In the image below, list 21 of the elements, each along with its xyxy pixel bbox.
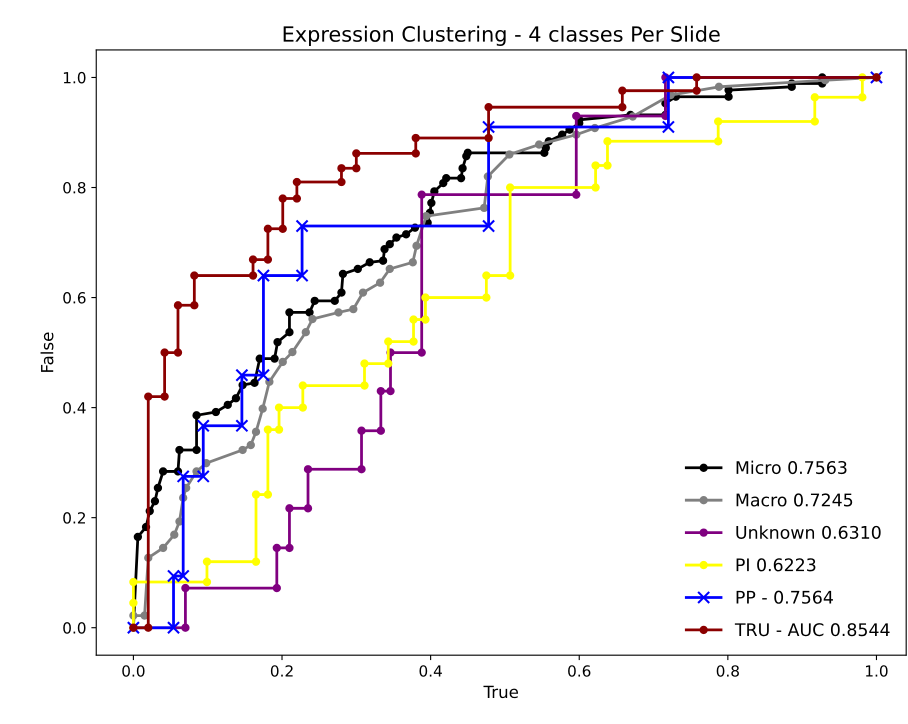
legend-label: PI 0.6223 (736, 558, 816, 572)
y-axis-title: False (40, 332, 54, 372)
x-tick-label: 0.4 (419, 665, 442, 677)
legend-label: PP - 0.7564 (736, 590, 833, 604)
x-tick-label: 0.2 (270, 665, 293, 677)
legend-label: TRU - AUC 0.8544 (734, 623, 890, 636)
legend-label: Macro 0.7245 (736, 493, 852, 507)
x-tick-label: 0.0 (122, 665, 145, 677)
chart-title: Expression Clustering - 4 classes Per Slide (284, 26, 720, 46)
x-tick-label: 0.6 (568, 665, 590, 677)
x-tick-label: 1.0 (866, 665, 888, 677)
legend-label: Unknown 0.6310 (736, 526, 881, 539)
x-tick-label: 0.8 (716, 665, 739, 677)
y-tick-label: 0.4 (63, 402, 86, 414)
x-axis-title: True (483, 686, 518, 698)
y-tick-label: 1.0 (64, 72, 86, 84)
y-tick-label: 0.2 (63, 512, 85, 524)
y-tick-label: 0.6 (63, 292, 86, 304)
y-tick-label: 0.8 (63, 182, 86, 194)
legend-label: Micro 0.7563 (736, 460, 847, 474)
y-tick-label: 0.0 (63, 622, 86, 634)
